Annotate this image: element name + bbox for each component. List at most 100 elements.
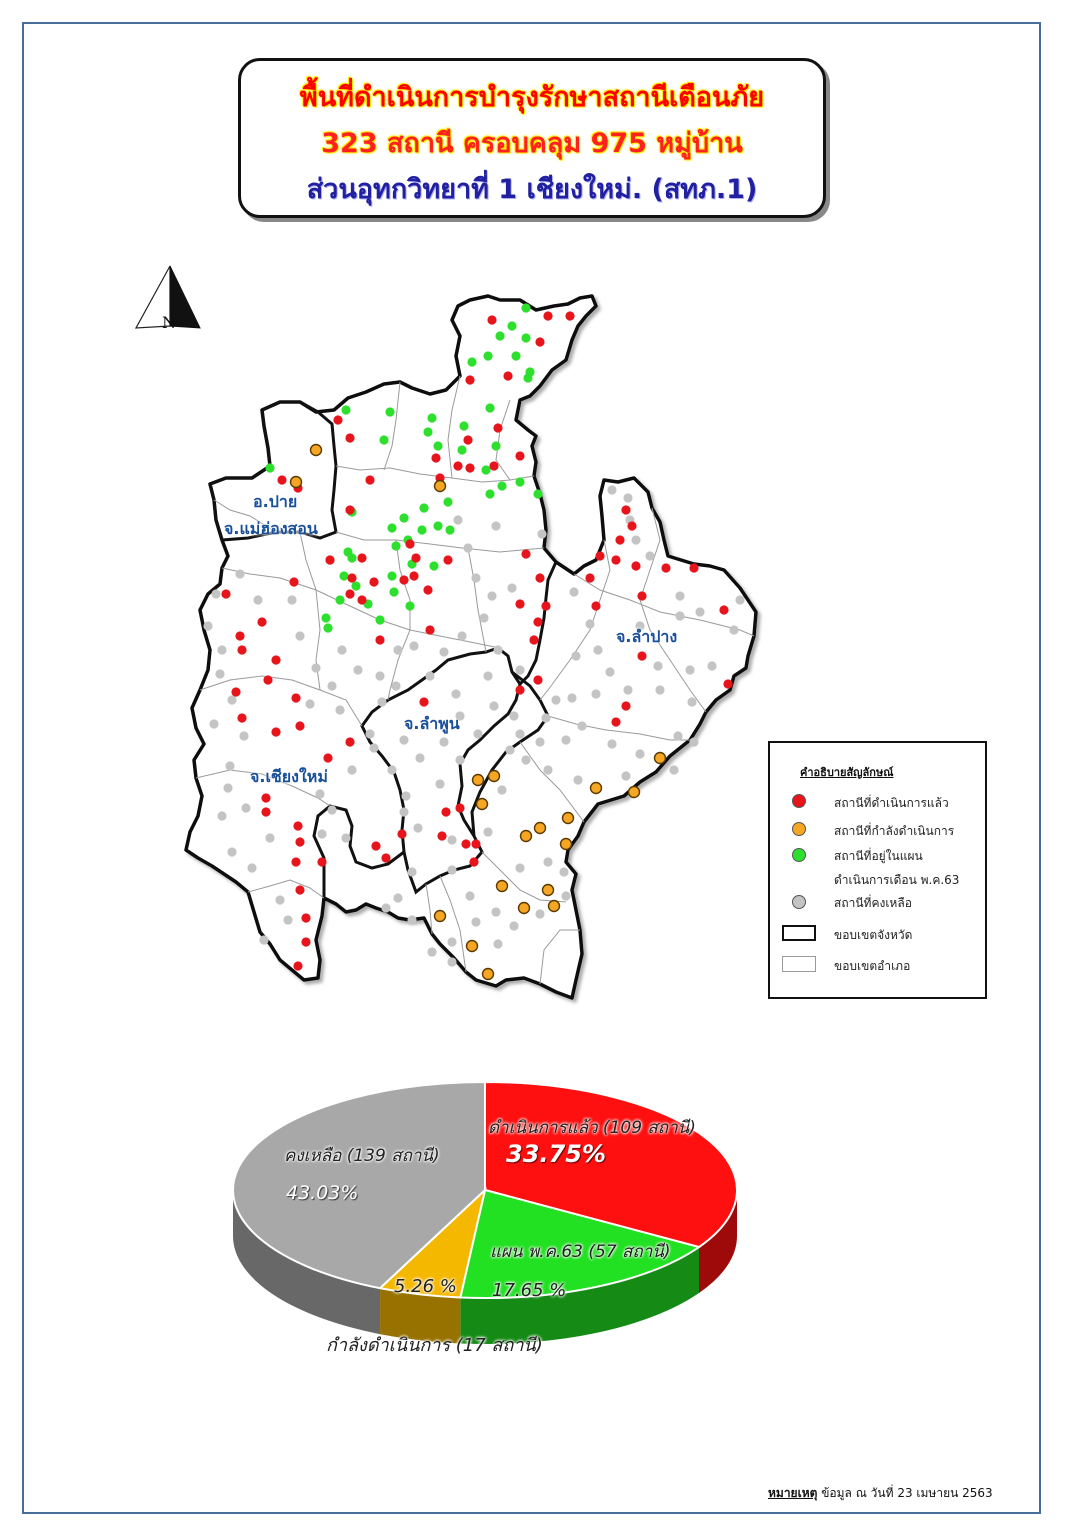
- station-marker-planned: [339, 571, 349, 581]
- station-marker-remaining: [707, 661, 717, 671]
- station-marker-done: [237, 713, 247, 723]
- station-marker-done: [419, 697, 429, 707]
- station-marker-planned: [385, 407, 395, 417]
- station-marker-remaining: [551, 695, 561, 705]
- station-marker-in-progress: [481, 967, 495, 981]
- station-marker-done: [591, 601, 601, 611]
- station-marker-remaining: [375, 671, 385, 681]
- station-marker-done: [301, 937, 311, 947]
- station-marker-remaining: [515, 863, 525, 873]
- station-marker-planned: [419, 503, 429, 513]
- station-marker-remaining: [247, 863, 257, 873]
- station-marker-remaining: [515, 729, 525, 739]
- station-marker-remaining: [623, 493, 633, 503]
- station-marker-remaining: [335, 705, 345, 715]
- station-marker-done: [257, 617, 267, 627]
- maehongson-boundary: [208, 400, 338, 542]
- station-marker-remaining: [673, 731, 683, 741]
- label-maehongson: จ.แม่ฮ่องสอน: [224, 519, 318, 538]
- station-marker-done: [471, 839, 481, 849]
- station-marker-planned: [511, 351, 521, 361]
- station-marker-remaining: [447, 957, 457, 967]
- station-marker-done: [533, 675, 543, 685]
- station-marker-done: [345, 589, 355, 599]
- station-marker-remaining: [569, 587, 579, 597]
- station-marker-remaining: [631, 535, 641, 545]
- station-marker-done: [535, 573, 545, 583]
- title-box: พื้นที่ดำเนินการบำรุงรักษาสถานีเตือนภัย …: [238, 58, 826, 218]
- station-marker-remaining: [327, 681, 337, 691]
- station-marker-in-progress: [465, 939, 479, 953]
- legend-province-border-label: ขอบเขตจังหวัด: [834, 928, 913, 942]
- station-marker-planned: [391, 541, 401, 551]
- station-marker-planned: [429, 561, 439, 571]
- district-boundaries: [195, 375, 755, 985]
- station-marker-in-progress: [471, 773, 485, 787]
- map-legend: คำอธิบายสัญลักษณ์ สถานีที่ดำเนินการแล้ว …: [768, 741, 987, 999]
- station-marker-remaining: [559, 867, 569, 877]
- station-marker-remaining: [353, 665, 363, 675]
- station-marker-in-progress: [547, 899, 561, 913]
- title-line-1: พื้นที่ดำเนินการบำรุงรักษาสถานีเตือนภัย: [299, 82, 765, 113]
- station-marker-remaining: [471, 917, 481, 927]
- legend-province-border-swatch: [782, 925, 816, 941]
- station-marker-remaining: [235, 569, 245, 579]
- station-marker-planned: [433, 521, 443, 531]
- station-marker-planned: [521, 333, 531, 343]
- station-marker-remaining: [473, 729, 483, 739]
- station-marker-done: [293, 821, 303, 831]
- station-marker-done: [271, 655, 281, 665]
- station-marker-remaining: [455, 711, 465, 721]
- station-marker-planned: [265, 463, 275, 473]
- station-marker-done: [425, 625, 435, 635]
- station-marker-done: [295, 721, 305, 731]
- station-marker-remaining: [607, 485, 617, 495]
- station-marker-done: [719, 605, 729, 615]
- station-marker-planned: [445, 525, 455, 535]
- station-marker-done: [397, 829, 407, 839]
- station-markers: [203, 303, 745, 981]
- station-marker-remaining: [537, 529, 547, 539]
- station-marker-done: [301, 913, 311, 923]
- station-marker-remaining: [227, 847, 237, 857]
- station-marker-done: [423, 585, 433, 595]
- station-marker-remaining: [347, 765, 357, 775]
- station-marker-remaining: [399, 735, 409, 745]
- station-marker-remaining: [341, 833, 351, 843]
- station-marker-done: [347, 573, 357, 583]
- station-marker-remaining: [585, 619, 595, 629]
- station-marker-remaining: [439, 737, 449, 747]
- station-marker-done: [365, 475, 375, 485]
- station-marker-remaining: [311, 663, 321, 673]
- legend-in-progress-dot: [792, 822, 806, 836]
- station-marker-done: [293, 961, 303, 971]
- legend-remaining-dot: [792, 895, 806, 909]
- station-marker-remaining: [447, 835, 457, 845]
- station-marker-remaining: [217, 811, 227, 821]
- station-marker-in-progress: [519, 829, 533, 843]
- pie-pct-remaining: 43.03%: [286, 1182, 359, 1204]
- station-marker-in-progress: [517, 901, 531, 915]
- pie-side-แผน พ.ค.63: [460, 1247, 699, 1344]
- station-marker-planned: [497, 481, 507, 491]
- station-marker-done: [277, 475, 287, 485]
- legend-planned-label-2: ดำเนินการเดือน พ.ค.63: [834, 873, 960, 887]
- station-marker-done: [345, 737, 355, 747]
- station-marker-remaining: [571, 651, 581, 661]
- station-marker-done: [521, 549, 531, 559]
- station-marker-remaining: [689, 737, 699, 747]
- station-marker-remaining: [241, 803, 251, 813]
- station-marker-remaining: [427, 947, 437, 957]
- station-marker-in-progress: [433, 909, 447, 923]
- station-marker-planned: [457, 445, 467, 455]
- station-marker-planned: [523, 373, 533, 383]
- station-marker-done: [461, 839, 471, 849]
- station-marker-remaining: [265, 833, 275, 843]
- station-marker-remaining: [451, 689, 461, 699]
- legend-planned-label-1: สถานีที่อยู่ในแผน: [834, 849, 923, 863]
- station-marker-planned: [433, 441, 443, 451]
- station-marker-done: [291, 857, 301, 867]
- station-marker-remaining: [259, 935, 269, 945]
- station-marker-remaining: [735, 595, 745, 605]
- station-marker-done: [585, 573, 595, 583]
